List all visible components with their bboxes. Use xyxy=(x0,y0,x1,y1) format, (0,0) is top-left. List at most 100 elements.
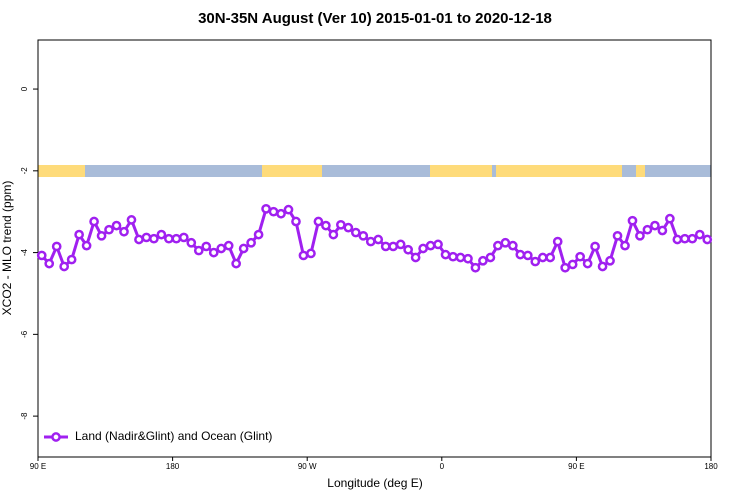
point xyxy=(343,222,354,233)
point xyxy=(186,237,197,248)
point xyxy=(545,252,556,263)
point xyxy=(440,249,451,260)
point xyxy=(298,250,309,261)
land-band xyxy=(636,165,645,177)
point xyxy=(515,249,526,260)
point xyxy=(51,241,62,252)
point xyxy=(104,224,114,235)
point xyxy=(313,216,324,227)
point xyxy=(657,225,668,236)
point xyxy=(373,234,384,245)
point xyxy=(425,240,436,251)
point xyxy=(74,229,84,240)
point xyxy=(388,241,399,252)
point xyxy=(448,251,458,262)
point xyxy=(358,230,369,241)
point xyxy=(560,262,571,273)
point xyxy=(672,234,683,245)
point xyxy=(687,233,698,244)
land-ocean-band xyxy=(38,165,711,177)
point xyxy=(463,253,473,264)
point xyxy=(231,258,242,269)
point xyxy=(507,240,518,251)
point xyxy=(81,240,92,251)
point xyxy=(530,256,541,267)
point xyxy=(283,204,294,215)
point xyxy=(59,261,70,272)
point xyxy=(291,216,301,227)
point xyxy=(66,254,77,265)
y-tick-label: -6 xyxy=(20,330,29,338)
land-band xyxy=(38,165,85,177)
point xyxy=(365,236,376,247)
point xyxy=(306,248,316,259)
point xyxy=(470,262,481,273)
point xyxy=(253,229,264,240)
point xyxy=(395,239,406,250)
point xyxy=(261,203,271,214)
land-band xyxy=(262,165,322,177)
x-tick-label: 90 E xyxy=(30,462,46,471)
point xyxy=(111,220,122,231)
x-tick-label: 90 W xyxy=(298,462,317,471)
point xyxy=(44,258,55,269)
point xyxy=(567,259,578,270)
point xyxy=(178,232,189,243)
point xyxy=(455,252,466,263)
point xyxy=(36,250,47,261)
y-tick-label: -2 xyxy=(20,167,29,175)
point xyxy=(433,239,443,250)
point xyxy=(500,237,511,248)
point xyxy=(156,229,167,240)
point xyxy=(96,230,107,241)
point xyxy=(612,230,623,241)
point xyxy=(575,251,585,262)
plot-frame xyxy=(37,39,712,458)
point xyxy=(193,245,204,256)
point xyxy=(223,240,234,251)
point xyxy=(478,255,488,266)
point xyxy=(635,230,645,241)
point xyxy=(493,240,503,251)
point xyxy=(119,226,129,237)
point xyxy=(321,220,331,231)
point xyxy=(216,243,227,254)
point xyxy=(679,233,690,244)
point xyxy=(164,233,174,244)
legend-marker xyxy=(51,432,61,442)
x-axis-label: Longitude (deg E) xyxy=(327,476,422,490)
point xyxy=(201,241,212,252)
y-axis-label: XCO2 - MLO trend (ppm) xyxy=(0,181,14,316)
point xyxy=(126,215,137,225)
x-tick-label: 180 xyxy=(704,462,718,471)
point xyxy=(89,216,99,227)
point xyxy=(141,232,152,243)
point xyxy=(208,247,219,258)
point xyxy=(268,206,279,217)
point xyxy=(246,237,256,248)
point xyxy=(597,261,608,272)
point xyxy=(642,224,653,235)
point xyxy=(620,240,630,251)
point xyxy=(702,234,713,245)
y-tick-label: -8 xyxy=(20,412,29,420)
point xyxy=(418,243,428,254)
point xyxy=(694,229,705,240)
x-tick-label: 180 xyxy=(166,462,180,471)
point xyxy=(134,234,144,245)
land-band xyxy=(430,165,492,177)
point xyxy=(149,233,159,244)
point xyxy=(403,244,413,255)
y-tick-label: 0 xyxy=(20,86,29,91)
point xyxy=(522,250,533,261)
point xyxy=(590,241,600,252)
point xyxy=(552,236,563,247)
point xyxy=(582,258,593,269)
point xyxy=(627,215,638,226)
point xyxy=(485,252,496,263)
point xyxy=(537,252,548,263)
point xyxy=(238,243,249,254)
y-tick-label: -4 xyxy=(20,248,29,256)
point xyxy=(380,241,391,252)
